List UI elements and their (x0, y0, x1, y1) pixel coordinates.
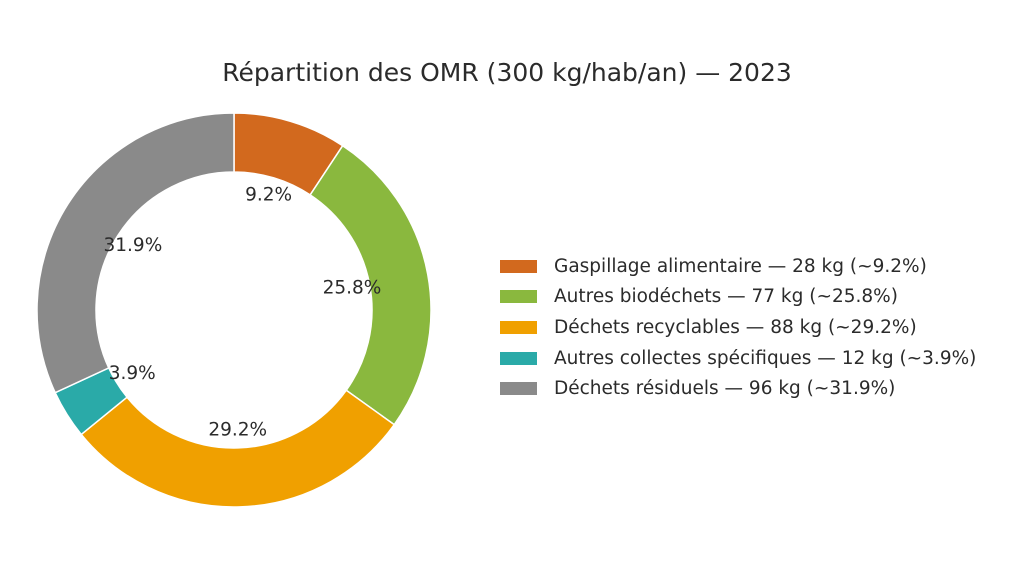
legend-swatch (500, 382, 537, 396)
legend-item: Déchets recyclables — 88 kg (~29.2%) (500, 312, 976, 343)
legend-item: Autres biodéchets — 77 kg (~25.8%) (500, 282, 976, 313)
slice-percent-label: 3.9% (109, 363, 156, 384)
legend-swatch (500, 320, 537, 334)
legend-label: Autres biodéchets — 77 kg (~25.8%) (554, 286, 898, 308)
legend-label: Déchets recyclables — 88 kg (~29.2%) (554, 316, 917, 338)
chart-title: Répartition des OMR (300 kg/hab/an) — 20… (222, 58, 792, 87)
donut-slice (309, 144, 432, 426)
legend-label: Gaspillage alimentaire — 28 kg (~9.2%) (554, 255, 927, 277)
legend-label: Déchets résiduels — 96 kg (~31.9%) (554, 378, 896, 400)
slice-percent-label: 29.2% (208, 419, 267, 440)
donut-slice (80, 389, 396, 508)
donut-slice (36, 112, 235, 394)
legend-swatch (500, 259, 537, 273)
slice-percent-label: 31.9% (104, 235, 163, 256)
legend-item: Gaspillage alimentaire — 28 kg (~9.2%) (500, 251, 976, 282)
legend-swatch (500, 290, 537, 304)
legend-swatch (500, 351, 537, 365)
legend-label: Autres collectes spécifiques — 12 kg (~3… (554, 347, 977, 369)
legend: Gaspillage alimentaire — 28 kg (~9.2%) Au… (500, 251, 976, 404)
legend-item: Autres collectes spécifiques — 12 kg (~3… (500, 343, 976, 374)
legend-item: Déchets résiduels — 96 kg (~31.9%) (500, 373, 976, 404)
slice-percent-label: 25.8% (323, 278, 382, 299)
donut-chart: 9.2% 25.8% 29.2% 3.9% 31.9% (36, 112, 432, 508)
slice-percent-label: 9.2% (245, 185, 292, 206)
